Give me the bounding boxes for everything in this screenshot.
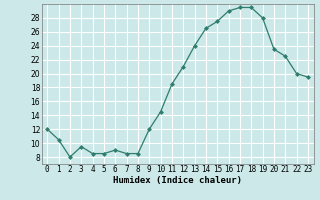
X-axis label: Humidex (Indice chaleur): Humidex (Indice chaleur)	[113, 176, 242, 185]
